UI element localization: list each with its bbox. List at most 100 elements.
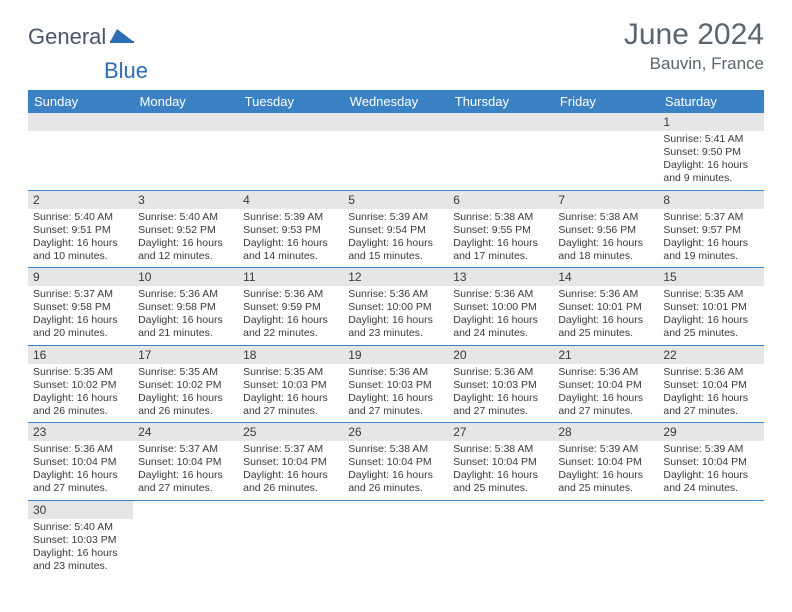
day-header: Saturday — [658, 90, 763, 113]
day-number: 8 — [658, 191, 763, 209]
day-detail: Sunrise: 5:37 AMSunset: 10:04 PMDaylight… — [133, 441, 238, 500]
day-cell: 9Sunrise: 5:37 AMSunset: 9:58 PMDaylight… — [28, 268, 133, 346]
empty-day — [238, 113, 343, 131]
day-cell — [448, 113, 553, 190]
day-cell: 27Sunrise: 5:38 AMSunset: 10:04 PMDaylig… — [448, 423, 553, 501]
day-cell: 7Sunrise: 5:38 AMSunset: 9:56 PMDaylight… — [553, 190, 658, 268]
empty-day — [343, 113, 448, 131]
empty-day — [28, 113, 133, 131]
day-cell — [343, 113, 448, 190]
day-cell: 18Sunrise: 5:35 AMSunset: 10:03 PMDaylig… — [238, 345, 343, 423]
day-cell — [238, 500, 343, 577]
week-row: 2Sunrise: 5:40 AMSunset: 9:51 PMDaylight… — [28, 190, 764, 268]
day-number: 12 — [343, 268, 448, 286]
day-header: Monday — [133, 90, 238, 113]
day-detail: Sunrise: 5:40 AMSunset: 10:03 PMDaylight… — [28, 519, 133, 578]
day-detail: Sunrise: 5:36 AMSunset: 9:59 PMDaylight:… — [238, 286, 343, 345]
day-number: 21 — [553, 346, 658, 364]
day-cell: 29Sunrise: 5:39 AMSunset: 10:04 PMDaylig… — [658, 423, 763, 501]
day-cell: 2Sunrise: 5:40 AMSunset: 9:51 PMDaylight… — [28, 190, 133, 268]
day-cell: 12Sunrise: 5:36 AMSunset: 10:00 PMDaylig… — [343, 268, 448, 346]
day-cell: 28Sunrise: 5:39 AMSunset: 10:04 PMDaylig… — [553, 423, 658, 501]
day-detail: Sunrise: 5:36 AMSunset: 10:04 PMDaylight… — [553, 364, 658, 423]
day-detail: Sunrise: 5:36 AMSunset: 10:03 PMDaylight… — [448, 364, 553, 423]
empty-day — [133, 113, 238, 131]
day-detail: Sunrise: 5:40 AMSunset: 9:51 PMDaylight:… — [28, 209, 133, 268]
day-cell: 6Sunrise: 5:38 AMSunset: 9:55 PMDaylight… — [448, 190, 553, 268]
brand-logo: General — [28, 18, 138, 50]
day-cell: 30Sunrise: 5:40 AMSunset: 10:03 PMDaylig… — [28, 500, 133, 577]
day-number: 18 — [238, 346, 343, 364]
day-header: Tuesday — [238, 90, 343, 113]
day-cell: 1Sunrise: 5:41 AMSunset: 9:50 PMDaylight… — [658, 113, 763, 190]
day-number: 5 — [343, 191, 448, 209]
day-cell: 13Sunrise: 5:36 AMSunset: 10:00 PMDaylig… — [448, 268, 553, 346]
day-number: 3 — [133, 191, 238, 209]
day-number: 20 — [448, 346, 553, 364]
day-cell — [553, 500, 658, 577]
day-detail: Sunrise: 5:37 AMSunset: 9:58 PMDaylight:… — [28, 286, 133, 345]
day-cell: 25Sunrise: 5:37 AMSunset: 10:04 PMDaylig… — [238, 423, 343, 501]
brand-flag-icon — [110, 26, 136, 49]
day-cell: 4Sunrise: 5:39 AMSunset: 9:53 PMDaylight… — [238, 190, 343, 268]
day-number: 6 — [448, 191, 553, 209]
day-cell: 14Sunrise: 5:36 AMSunset: 10:01 PMDaylig… — [553, 268, 658, 346]
day-number: 14 — [553, 268, 658, 286]
day-number: 13 — [448, 268, 553, 286]
day-detail: Sunrise: 5:36 AMSunset: 10:04 PMDaylight… — [28, 441, 133, 500]
brand-text-1: General — [28, 24, 106, 50]
day-detail: Sunrise: 5:39 AMSunset: 9:54 PMDaylight:… — [343, 209, 448, 268]
day-cell: 8Sunrise: 5:37 AMSunset: 9:57 PMDaylight… — [658, 190, 763, 268]
week-row: 9Sunrise: 5:37 AMSunset: 9:58 PMDaylight… — [28, 268, 764, 346]
day-detail: Sunrise: 5:39 AMSunset: 9:53 PMDaylight:… — [238, 209, 343, 268]
day-cell: 5Sunrise: 5:39 AMSunset: 9:54 PMDaylight… — [343, 190, 448, 268]
day-cell: 20Sunrise: 5:36 AMSunset: 10:03 PMDaylig… — [448, 345, 553, 423]
day-detail: Sunrise: 5:35 AMSunset: 10:03 PMDaylight… — [238, 364, 343, 423]
day-detail: Sunrise: 5:39 AMSunset: 10:04 PMDaylight… — [658, 441, 763, 500]
day-number: 4 — [238, 191, 343, 209]
day-detail: Sunrise: 5:35 AMSunset: 10:02 PMDaylight… — [28, 364, 133, 423]
day-cell: 22Sunrise: 5:36 AMSunset: 10:04 PMDaylig… — [658, 345, 763, 423]
day-detail: Sunrise: 5:36 AMSunset: 10:04 PMDaylight… — [658, 364, 763, 423]
week-row: 16Sunrise: 5:35 AMSunset: 10:02 PMDaylig… — [28, 345, 764, 423]
calendar-body: 1Sunrise: 5:41 AMSunset: 9:50 PMDaylight… — [28, 113, 764, 577]
day-number: 1 — [658, 113, 763, 131]
day-header: Wednesday — [343, 90, 448, 113]
day-number: 30 — [28, 501, 133, 519]
day-detail: Sunrise: 5:36 AMSunset: 10:01 PMDaylight… — [553, 286, 658, 345]
month-title: June 2024 — [624, 18, 764, 52]
day-cell: 11Sunrise: 5:36 AMSunset: 9:59 PMDayligh… — [238, 268, 343, 346]
day-header: Thursday — [448, 90, 553, 113]
day-cell — [28, 113, 133, 190]
day-detail: Sunrise: 5:38 AMSunset: 10:04 PMDaylight… — [448, 441, 553, 500]
day-number: 15 — [658, 268, 763, 286]
calendar-head: SundayMondayTuesdayWednesdayThursdayFrid… — [28, 90, 764, 113]
day-cell — [133, 113, 238, 190]
week-row: 23Sunrise: 5:36 AMSunset: 10:04 PMDaylig… — [28, 423, 764, 501]
day-detail: Sunrise: 5:38 AMSunset: 10:04 PMDaylight… — [343, 441, 448, 500]
day-number: 26 — [343, 423, 448, 441]
empty-day — [448, 113, 553, 131]
empty-day — [553, 113, 658, 131]
day-detail: Sunrise: 5:35 AMSunset: 10:01 PMDaylight… — [658, 286, 763, 345]
day-cell: 16Sunrise: 5:35 AMSunset: 10:02 PMDaylig… — [28, 345, 133, 423]
day-number: 27 — [448, 423, 553, 441]
day-cell — [238, 113, 343, 190]
day-cell: 24Sunrise: 5:37 AMSunset: 10:04 PMDaylig… — [133, 423, 238, 501]
day-number: 28 — [553, 423, 658, 441]
day-detail: Sunrise: 5:36 AMSunset: 9:58 PMDaylight:… — [133, 286, 238, 345]
day-detail: Sunrise: 5:39 AMSunset: 10:04 PMDaylight… — [553, 441, 658, 500]
day-cell — [658, 500, 763, 577]
calendar-table: SundayMondayTuesdayWednesdayThursdayFrid… — [28, 90, 764, 577]
day-detail: Sunrise: 5:36 AMSunset: 10:00 PMDaylight… — [448, 286, 553, 345]
day-cell: 3Sunrise: 5:40 AMSunset: 9:52 PMDaylight… — [133, 190, 238, 268]
day-detail: Sunrise: 5:37 AMSunset: 10:04 PMDaylight… — [238, 441, 343, 500]
day-detail: Sunrise: 5:38 AMSunset: 9:55 PMDaylight:… — [448, 209, 553, 268]
day-number: 17 — [133, 346, 238, 364]
day-cell: 17Sunrise: 5:35 AMSunset: 10:02 PMDaylig… — [133, 345, 238, 423]
day-cell — [133, 500, 238, 577]
day-header: Friday — [553, 90, 658, 113]
day-number: 9 — [28, 268, 133, 286]
day-detail: Sunrise: 5:36 AMSunset: 10:03 PMDaylight… — [343, 364, 448, 423]
day-cell: 10Sunrise: 5:36 AMSunset: 9:58 PMDayligh… — [133, 268, 238, 346]
